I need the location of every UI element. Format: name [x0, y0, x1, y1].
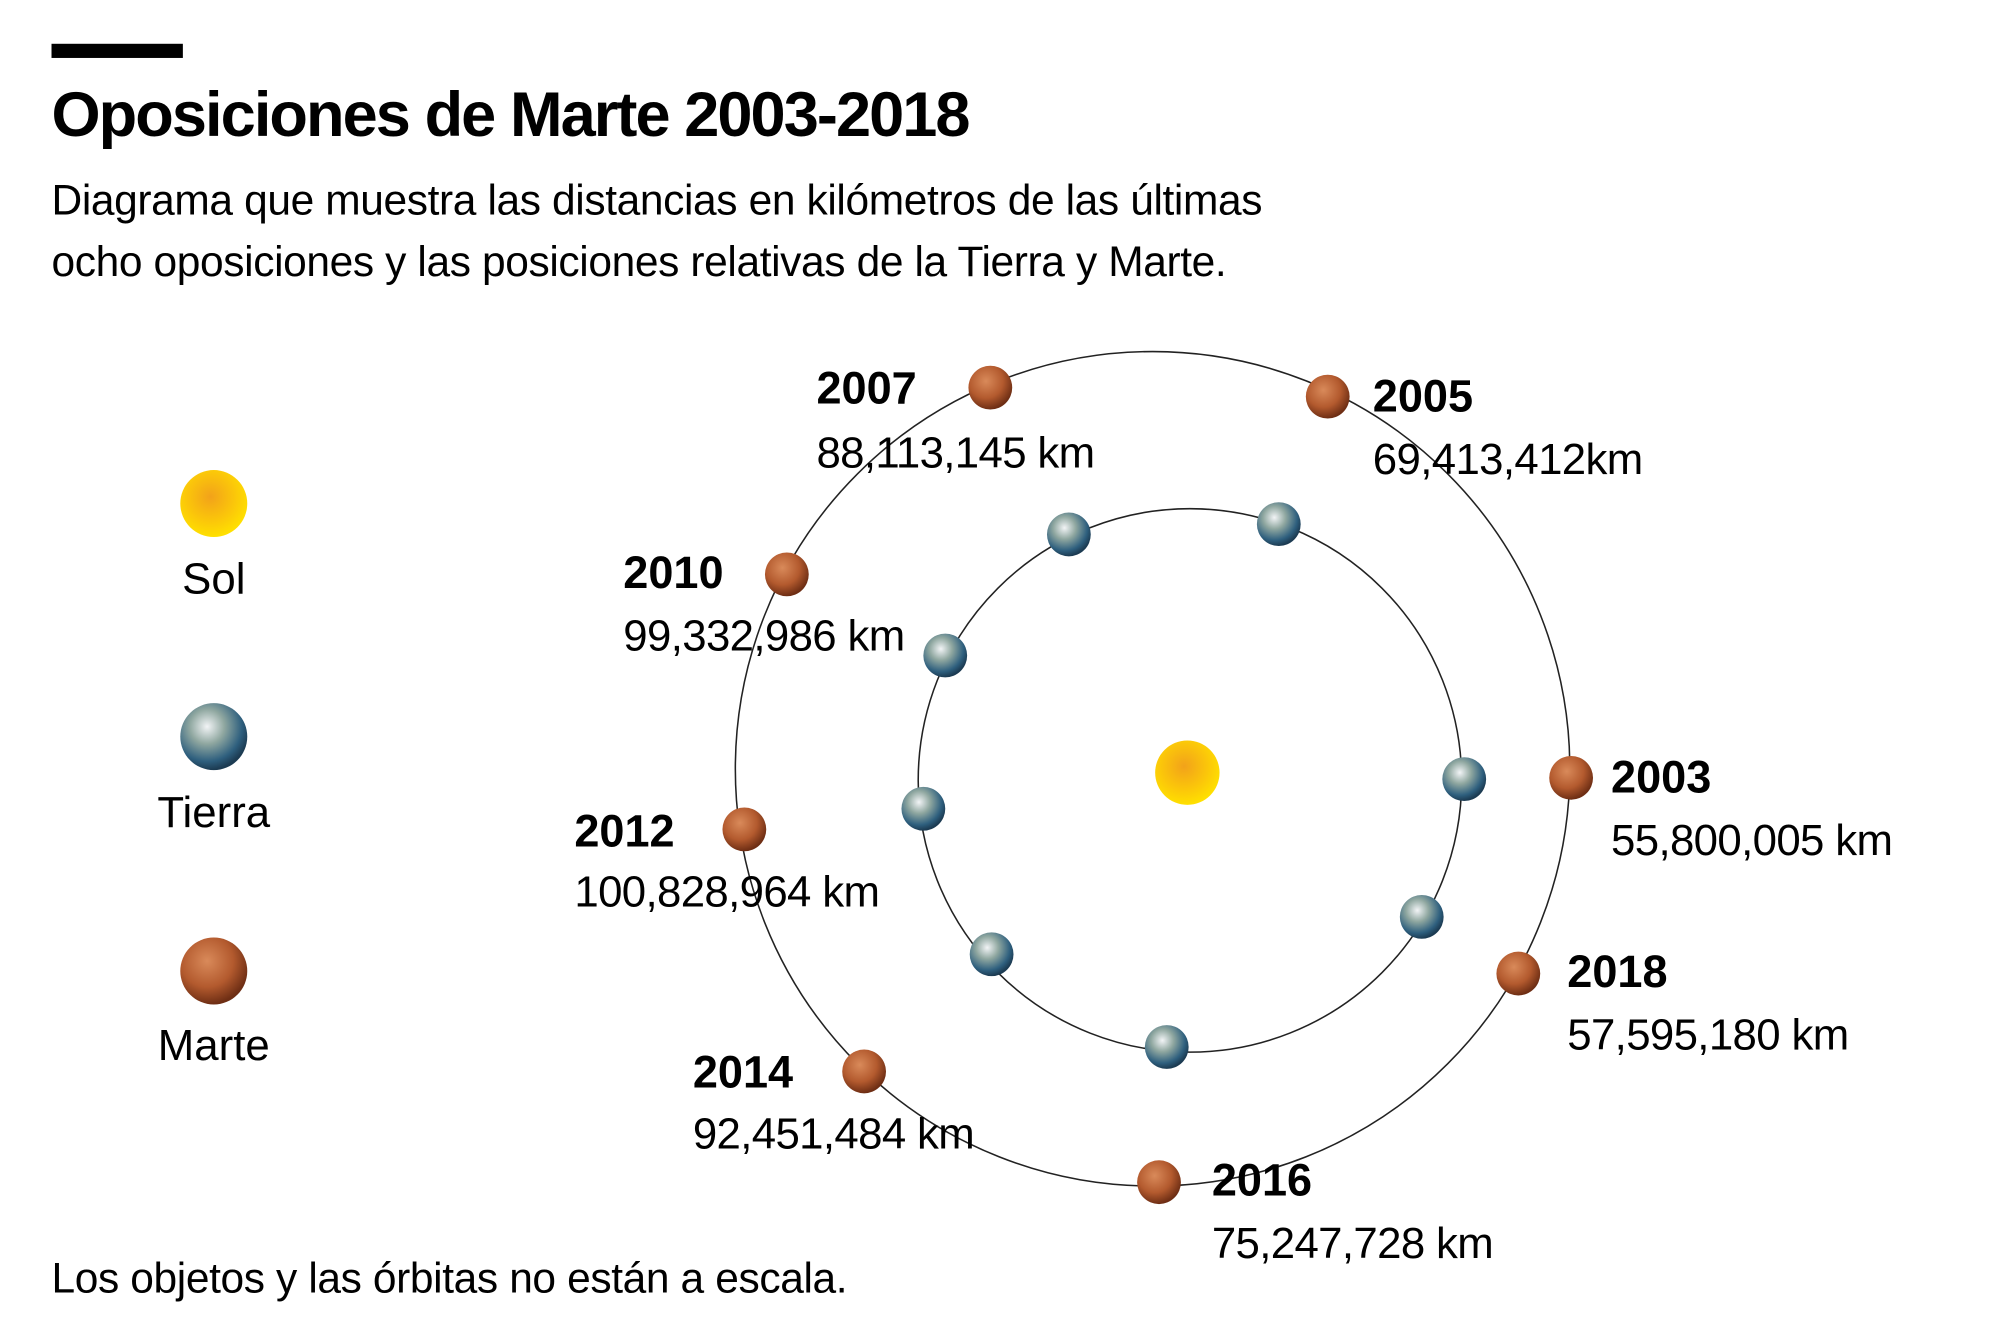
- mars-icon-2010: [764, 552, 809, 597]
- title-accent-bar: [51, 43, 183, 58]
- opposition-distance-2016: 75,247,728 km: [1211, 1219, 1494, 1269]
- legend-sun-icon: [180, 470, 248, 538]
- legend-label-mars: Marte: [157, 1021, 270, 1071]
- mars-icon-2014: [842, 1049, 887, 1094]
- mars-icon-2012: [722, 807, 767, 852]
- opposition-year-2016: 2016: [1211, 1155, 1313, 1207]
- earth-icon: [901, 786, 946, 831]
- mars-icon-2005: [1305, 374, 1350, 419]
- earth-icon: [1399, 895, 1444, 939]
- mars-icon-2007: [968, 365, 1013, 410]
- earth-icon: [1046, 512, 1091, 557]
- mars-icon-2003: [1549, 755, 1594, 800]
- opposition-distance-2014: 92,451,484 km: [692, 1110, 975, 1160]
- subtitle-line-2: ocho oposiciones y las posiciones relati…: [51, 237, 1227, 286]
- mars-icon-2016: [1137, 1160, 1181, 1205]
- legend-label-sun: Sol: [182, 555, 246, 604]
- opposition-year-2012: 2012: [574, 806, 675, 858]
- page-title: Oposiciones de Marte 2003-2018: [51, 80, 971, 151]
- opposition-distance-2012: 100,828,964 km: [574, 867, 880, 917]
- earth-icon: [1144, 1025, 1189, 1069]
- opposition-year-2007: 2007: [816, 363, 917, 415]
- legend-label-earth: Tierra: [157, 788, 271, 838]
- opposition-year-2003: 2003: [1611, 752, 1712, 803]
- opposition-distance-2010: 99,332,986 km: [623, 611, 905, 661]
- opposition-distance-2018: 57,595,180 km: [1567, 1010, 1849, 1060]
- earth-icon: [1442, 757, 1487, 802]
- earth-icon: [923, 633, 968, 678]
- subtitle-line-1: Diagrama que muestra las distancias en k…: [51, 175, 1263, 224]
- opposition-year-2018: 2018: [1567, 947, 1668, 998]
- sun-icon: [1155, 740, 1220, 805]
- earth-icon: [969, 932, 1014, 977]
- opposition-distance-2005: 69,413,412km: [1372, 435, 1643, 485]
- earth-icon: [1256, 502, 1301, 547]
- opposition-year-2005: 2005: [1372, 371, 1474, 422]
- legend-mars-icon: [180, 937, 248, 1005]
- footnote: Los objetos y las órbitas no están a esc…: [51, 1253, 848, 1302]
- mars-icon-2018: [1496, 951, 1541, 996]
- opposition-year-2010: 2010: [623, 547, 724, 599]
- opposition-distance-2007: 88,113,145 km: [816, 428, 1095, 478]
- opposition-distance-2003: 55,800,005 km: [1611, 816, 1893, 866]
- opposition-year-2014: 2014: [692, 1047, 794, 1098]
- legend-earth-icon: [180, 703, 248, 771]
